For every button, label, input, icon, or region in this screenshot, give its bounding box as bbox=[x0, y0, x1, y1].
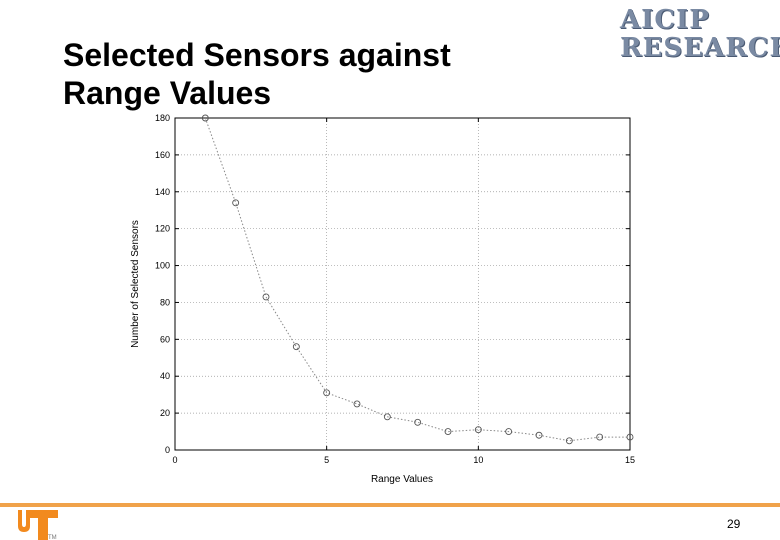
y-tick-label: 180 bbox=[155, 113, 170, 123]
y-tick-label: 100 bbox=[155, 261, 170, 271]
data-point bbox=[505, 428, 513, 436]
y-tick-label: 80 bbox=[160, 297, 170, 307]
x-tick-label: 15 bbox=[625, 455, 635, 465]
logo-line1: AICIP bbox=[620, 5, 710, 35]
y-tick-label: 120 bbox=[155, 224, 170, 234]
axes-frame bbox=[174, 117, 631, 451]
series-line bbox=[204, 117, 630, 442]
data-point bbox=[232, 199, 240, 207]
data-point bbox=[262, 293, 270, 301]
aicip-research-logo: AICIP RESEARCH bbox=[620, 5, 780, 66]
data-point bbox=[596, 433, 604, 441]
y-tick-label: 140 bbox=[155, 187, 170, 197]
data-point bbox=[323, 389, 331, 397]
logo-line2: RESEARCH bbox=[620, 33, 780, 63]
data-point bbox=[383, 413, 391, 421]
data-point bbox=[292, 343, 300, 351]
data-point bbox=[535, 431, 543, 439]
data-point bbox=[353, 400, 361, 408]
data-markers bbox=[201, 114, 634, 445]
y-tick-label: 0 bbox=[165, 445, 170, 455]
page-number: 29 bbox=[727, 517, 741, 531]
data-point bbox=[414, 418, 422, 426]
chart: 0 20 40 60 80 100 120 140 160 180 0 5 10 15 Range Val… bbox=[130, 113, 635, 485]
svg-text:TM: TM bbox=[48, 535, 57, 540]
slide-title: Selected Sensors against Range Values bbox=[63, 36, 451, 112]
slide-title-line1: Selected Sensors against bbox=[63, 37, 451, 73]
y-tick-label: 20 bbox=[160, 408, 170, 418]
data-point bbox=[474, 426, 482, 434]
x-tick-label: 0 bbox=[172, 455, 177, 465]
x-axis-label: Range Values bbox=[371, 474, 433, 485]
y-axis-label: Number of Selected Sensors bbox=[130, 220, 141, 348]
data-point bbox=[201, 114, 209, 122]
x-tick-label: 10 bbox=[473, 455, 483, 465]
data-point bbox=[565, 437, 573, 445]
grid-lines bbox=[175, 118, 630, 450]
y-tick-label: 60 bbox=[160, 334, 170, 344]
axis-ticks: 0 20 40 60 80 100 120 140 160 180 0 5 10 15 bbox=[155, 113, 635, 465]
slide-title-line2: Range Values bbox=[63, 75, 272, 111]
x-tick-label: 5 bbox=[324, 455, 329, 465]
ut-logo: TM bbox=[6, 510, 58, 540]
y-tick-label: 40 bbox=[160, 371, 170, 381]
data-point bbox=[626, 433, 634, 441]
footer-accent-line bbox=[0, 503, 780, 507]
y-tick-label: 160 bbox=[155, 150, 170, 160]
data-point bbox=[444, 428, 452, 436]
